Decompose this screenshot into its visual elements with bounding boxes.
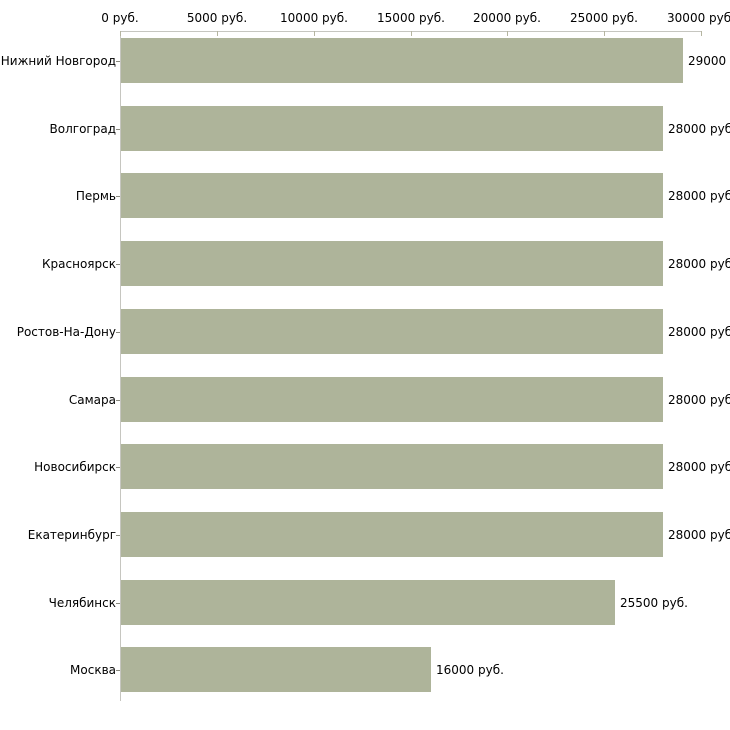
x-axis-tick-label: 15000 руб. — [377, 11, 445, 25]
bar-value-label: 25500 руб. — [620, 596, 688, 610]
x-axis-tick-mark — [701, 31, 702, 36]
bar-value-label: 16000 руб. — [436, 663, 504, 677]
category-label: Екатеринбург — [27, 528, 116, 542]
x-axis-tick-label: 5000 руб. — [186, 11, 248, 25]
category-label: Москва — [70, 663, 116, 677]
x-axis-tick-mark — [217, 31, 218, 36]
category-tick-mark — [116, 264, 120, 265]
x-axis-tick-mark — [120, 31, 121, 36]
x-axis-tick-mark — [604, 31, 605, 36]
bar — [121, 106, 663, 151]
bar-value-label: 28000 руб. — [668, 122, 730, 136]
bar-value-label: 28000 руб. — [668, 325, 730, 339]
bar — [121, 444, 663, 489]
category-label: Красноярск — [42, 257, 116, 271]
y-axis-line — [120, 31, 121, 701]
x-axis-tick-mark — [507, 31, 508, 36]
bar — [121, 647, 431, 692]
x-axis-tick-mark — [314, 31, 315, 36]
bar — [121, 241, 663, 286]
category-label: Ростов-На-Дону — [16, 325, 116, 339]
bar — [121, 377, 663, 422]
category-tick-mark — [116, 129, 120, 130]
x-axis-tick-label: 25000 руб. — [570, 11, 638, 25]
category-tick-mark — [116, 603, 120, 604]
category-tick-mark — [116, 400, 120, 401]
x-axis-tick-label: 10000 руб. — [280, 11, 348, 25]
category-label: Пермь — [75, 189, 116, 203]
category-tick-mark — [116, 670, 120, 671]
category-label: Новосибирск — [34, 460, 116, 474]
x-axis-tick-label: 20000 руб. — [473, 11, 541, 25]
category-tick-mark — [116, 196, 120, 197]
bar — [121, 580, 615, 625]
bar-value-label: 28000 руб. — [668, 257, 730, 271]
bar-value-label: 28000 руб. — [668, 189, 730, 203]
category-tick-mark — [116, 535, 120, 536]
x-axis-line — [120, 31, 701, 32]
category-label: Нижний Новгород — [0, 54, 116, 68]
category-label: Самара — [68, 393, 116, 407]
x-axis-tick-mark — [411, 31, 412, 36]
bar-value-label: 28000 руб. — [668, 393, 730, 407]
bar — [121, 512, 663, 557]
category-tick-mark — [116, 61, 120, 62]
bar-value-label: 28000 руб. — [668, 528, 730, 542]
bar-value-label: 29000 руб. — [688, 54, 730, 68]
category-label: Волгоград — [49, 122, 116, 136]
category-tick-mark — [116, 467, 120, 468]
x-axis-tick-label: 0 руб. — [101, 11, 139, 25]
category-label: Челябинск — [48, 596, 116, 610]
bar — [121, 38, 683, 83]
x-axis-tick-label: 30000 руб. — [667, 11, 730, 25]
category-tick-mark — [116, 332, 120, 333]
bar — [121, 173, 663, 218]
bar — [121, 309, 663, 354]
bar-value-label: 28000 руб. — [668, 460, 730, 474]
